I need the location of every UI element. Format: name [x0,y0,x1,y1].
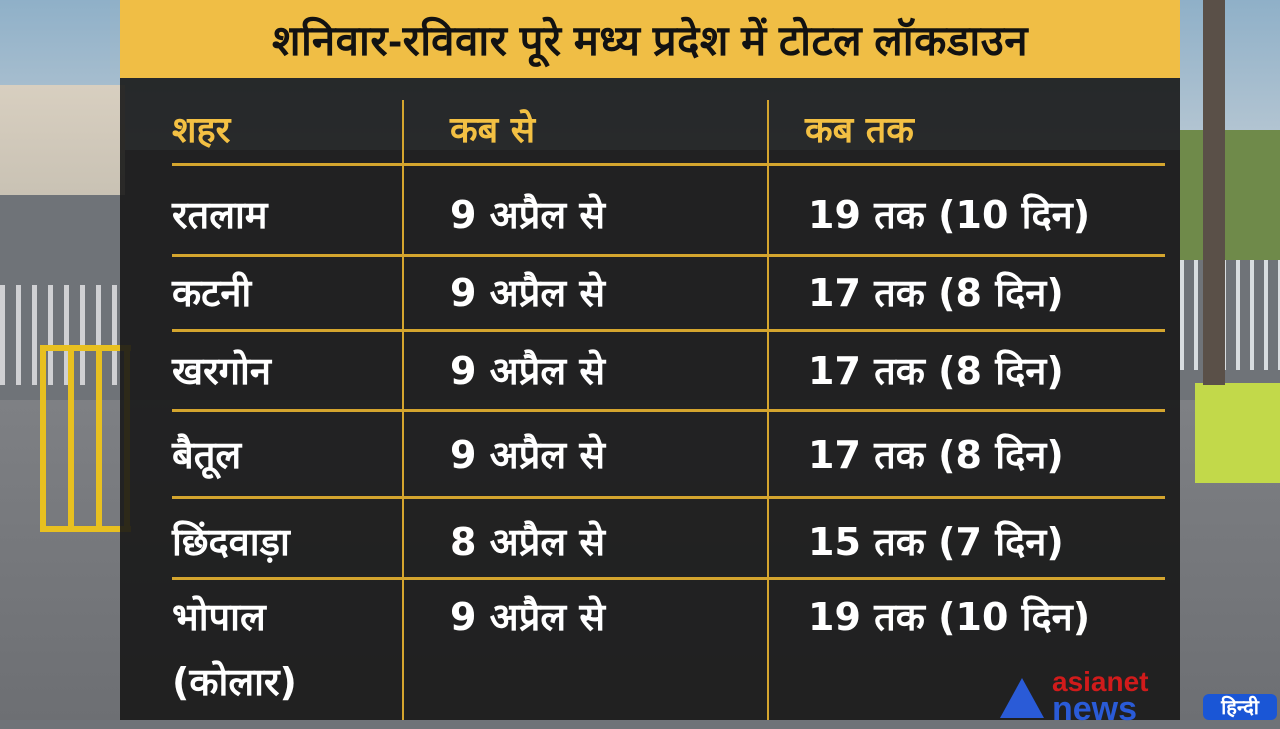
table-row-from: 8 अप्रैल से [450,520,606,564]
table-row-city: छिंदवाड़ा [172,520,290,564]
row-divider [172,409,1165,412]
table-row-from: 9 अप्रैल से [450,271,606,315]
table-row-city: कटनी [172,271,252,315]
row-divider [172,577,1165,580]
table-row-to: 19 तक (10 दिन) [808,595,1091,639]
table-row-city: बैतूल [172,433,242,477]
trees [1180,130,1280,260]
table-row-to: 17 तक (8 दिन) [808,433,1064,477]
info-panel: शनिवार-रविवार पूरे मध्य प्रदेश में टोटल … [120,0,1180,720]
green-wall [1195,383,1280,483]
table-row-to: 17 तक (8 दिन) [808,271,1064,315]
header-city: शहर [172,110,231,151]
logo-line2: news [1052,690,1138,728]
table-row-to: 19 तक (10 दिन) [808,193,1091,237]
yellow-barricade [40,345,131,532]
table-row-city: रतलाम [172,193,268,237]
utility-pole [1203,0,1225,385]
table-row-city: भोपाल [172,595,266,639]
right-railing [1180,260,1280,370]
table-row-from: 9 अप्रैल से [450,349,606,393]
table-row-city-sub: (कोलार) [172,660,297,704]
row-divider [172,496,1165,499]
logo-line1: asianet [1052,666,1149,697]
title-bar: शनिवार-रविवार पूरे मध्य प्रदेश में टोटल … [120,0,1180,78]
row-divider [172,254,1165,257]
header-to: कब तक [805,110,914,151]
table-row-from: 9 अप्रैल से [450,595,606,639]
table-row-city: खरगोन [172,349,271,393]
asianet-news-logo: asianet news हिन्दी [1000,666,1280,728]
table-row-to: 17 तक (8 दिन) [808,349,1064,393]
row-divider [172,163,1165,166]
table-row-to: 15 तक (7 दिन) [808,520,1064,564]
row-divider [172,329,1165,332]
table-row-from: 9 अप्रैल से [450,433,606,477]
logo-triangle-icon [1000,678,1044,718]
logo-hindi-badge: हिन्दी [1203,694,1277,720]
building [0,85,125,195]
headline: शनिवार-रविवार पूरे मध्य प्रदेश में टोटल … [271,16,1029,64]
table-row-from: 9 अप्रैल से [450,193,606,237]
header-from: कब से [450,110,536,151]
